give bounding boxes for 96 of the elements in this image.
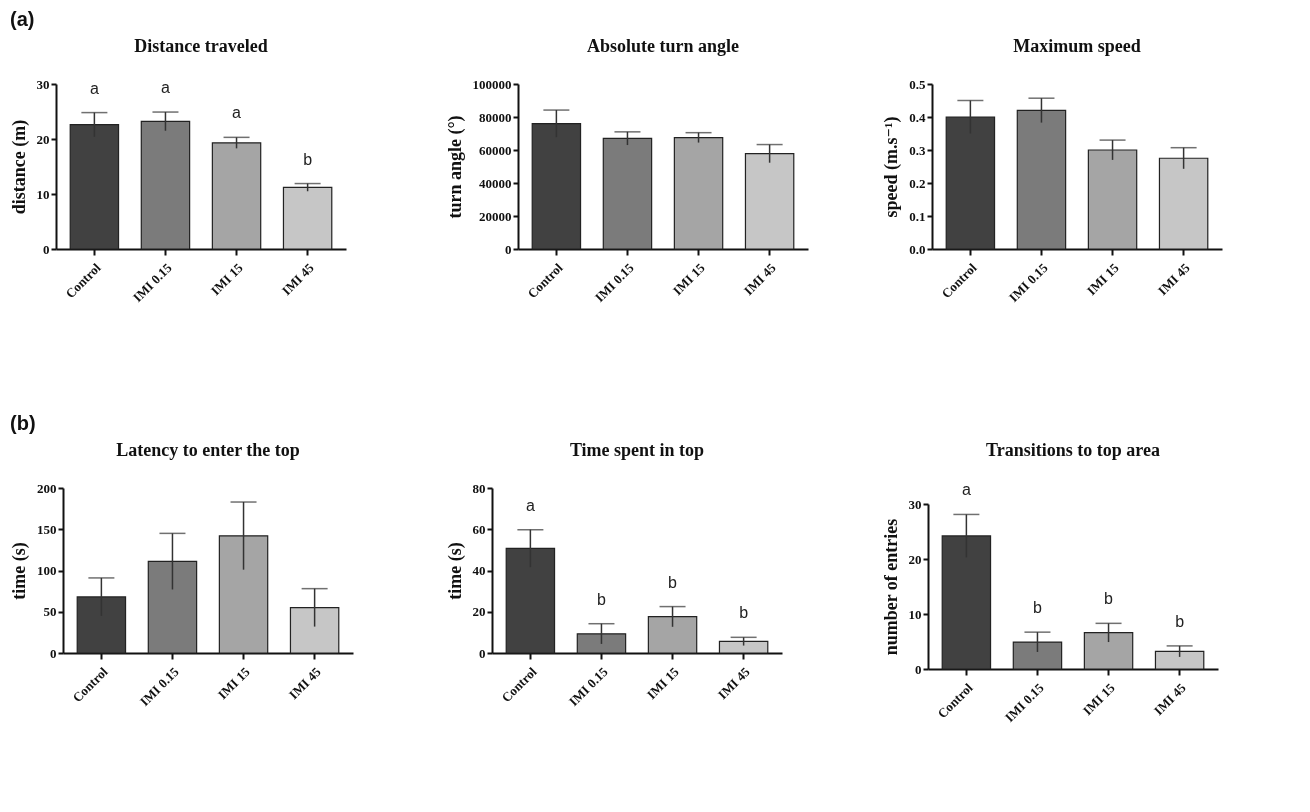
- y-tick-label: 20: [36, 131, 50, 147]
- bar: [576, 633, 627, 654]
- y-axis-title: distance (m): [8, 119, 30, 215]
- annotation: b: [597, 590, 607, 608]
- x-tick-label: IMI 45: [278, 259, 318, 299]
- y-tick-label: 0: [915, 661, 922, 677]
- annotation: a: [232, 104, 242, 122]
- annotation: b: [303, 150, 313, 168]
- bar: [289, 607, 340, 654]
- y-tick-label: 40000: [479, 175, 512, 191]
- y-tick-label: 100000: [472, 76, 512, 92]
- y-tick-label: 30: [36, 76, 50, 92]
- y-axis-title: time (s): [444, 542, 466, 600]
- x-tick-label: IMI 0.15: [129, 259, 176, 305]
- x-tick-label: IMI 0.15: [591, 259, 638, 305]
- bar: [147, 560, 198, 654]
- annotation: a: [961, 481, 971, 499]
- y-tick-label: 150: [37, 521, 57, 537]
- y-axis-title: number of entries: [880, 518, 901, 656]
- y-axis-title: time (s): [9, 542, 30, 600]
- y-tick-label: 20000: [479, 208, 512, 224]
- chart-title: Time spent in top: [569, 440, 705, 460]
- y-tick-label: 0.3: [909, 142, 926, 158]
- y-tick-label: 0: [43, 241, 50, 257]
- annotation: b: [739, 604, 749, 622]
- y-axis-title: turn angle (°): [444, 115, 466, 219]
- bar: [945, 116, 996, 250]
- y-tick-label: 0.5: [909, 76, 926, 92]
- y-tick-label: 10: [908, 606, 922, 622]
- bar: [69, 124, 120, 250]
- y-tick-label: 0.0: [909, 241, 926, 257]
- annotation: b: [1033, 599, 1043, 617]
- chart-title: Absolute turn angle: [586, 36, 740, 56]
- bar: [1087, 149, 1138, 250]
- x-tick-label: IMI 0.15: [136, 663, 183, 709]
- y-tick-label: 60: [472, 521, 486, 537]
- x-tick-label: IMI 0.15: [1001, 679, 1048, 725]
- y-tick-label: 60000: [479, 142, 512, 158]
- y-tick-label: 80000: [479, 109, 512, 125]
- x-tick-label: IMI 15: [643, 663, 683, 703]
- y-tick-label: 0.1: [909, 208, 926, 224]
- bar: [140, 120, 191, 250]
- y-axis-title: speed (m.s⁻¹): [881, 116, 903, 218]
- x-tick-label: IMI 45: [714, 663, 754, 703]
- bar: [218, 535, 269, 654]
- text: (a): [9, 7, 36, 30]
- x-tick-label: IMI 45: [285, 663, 325, 703]
- x-tick-label: IMI 15: [1083, 259, 1123, 299]
- bar: [1016, 109, 1067, 250]
- x-tick-label: IMI 0.15: [1005, 259, 1052, 305]
- y-tick-label: 10: [36, 186, 50, 202]
- bar: [531, 123, 582, 250]
- x-tick-label: IMI 45: [1150, 679, 1190, 719]
- annotation: b: [1175, 612, 1185, 630]
- bar: [673, 137, 724, 250]
- y-tick-label: 0: [50, 645, 57, 661]
- y-tick-label: 50: [43, 604, 57, 620]
- x-tick-label: IMI 15: [214, 663, 254, 703]
- annotation: b: [1104, 590, 1114, 608]
- bar: [76, 596, 127, 654]
- annotation: b: [668, 573, 678, 591]
- y-tick-label: 30: [908, 496, 922, 512]
- y-tick-label: 40: [472, 563, 486, 578]
- x-tick-label: IMI 15: [1079, 679, 1119, 719]
- bar: [941, 535, 992, 670]
- x-tick-label: IMI 15: [669, 259, 709, 299]
- bar: [211, 142, 262, 250]
- y-tick-label: 80: [472, 480, 486, 496]
- bar: [1083, 632, 1134, 670]
- bar: [602, 137, 653, 250]
- bar: [1154, 650, 1205, 670]
- chart-title: Transitions to top area: [986, 440, 1160, 461]
- y-tick-label: 0: [479, 645, 486, 661]
- y-tick-label: 200: [37, 480, 57, 496]
- y-tick-label: 20: [908, 551, 922, 567]
- x-tick-label: IMI 15: [207, 259, 247, 299]
- x-tick-label: IMI 45: [1154, 259, 1194, 299]
- chart-title: Latency to enter the top: [116, 440, 300, 460]
- y-tick-label: 100: [37, 563, 57, 578]
- annotation: a: [525, 496, 535, 514]
- annotation: a: [161, 79, 171, 97]
- annotation: a: [89, 79, 99, 97]
- x-tick-label: IMI 0.15: [565, 663, 612, 709]
- chart-title: Distance traveled: [134, 36, 268, 56]
- text: (b): [9, 411, 37, 434]
- y-tick-label: 0.2: [909, 175, 926, 191]
- bar: [647, 616, 698, 654]
- bar: [1158, 157, 1209, 250]
- y-tick-label: 0.4: [909, 109, 926, 125]
- y-tick-label: 0: [505, 241, 512, 257]
- bar: [744, 153, 795, 250]
- x-tick-label: IMI 45: [740, 259, 780, 299]
- y-tick-label: 20: [472, 604, 486, 620]
- chart-title: Maximum speed: [1013, 36, 1141, 56]
- bar: [505, 547, 556, 654]
- bar: [1012, 641, 1063, 670]
